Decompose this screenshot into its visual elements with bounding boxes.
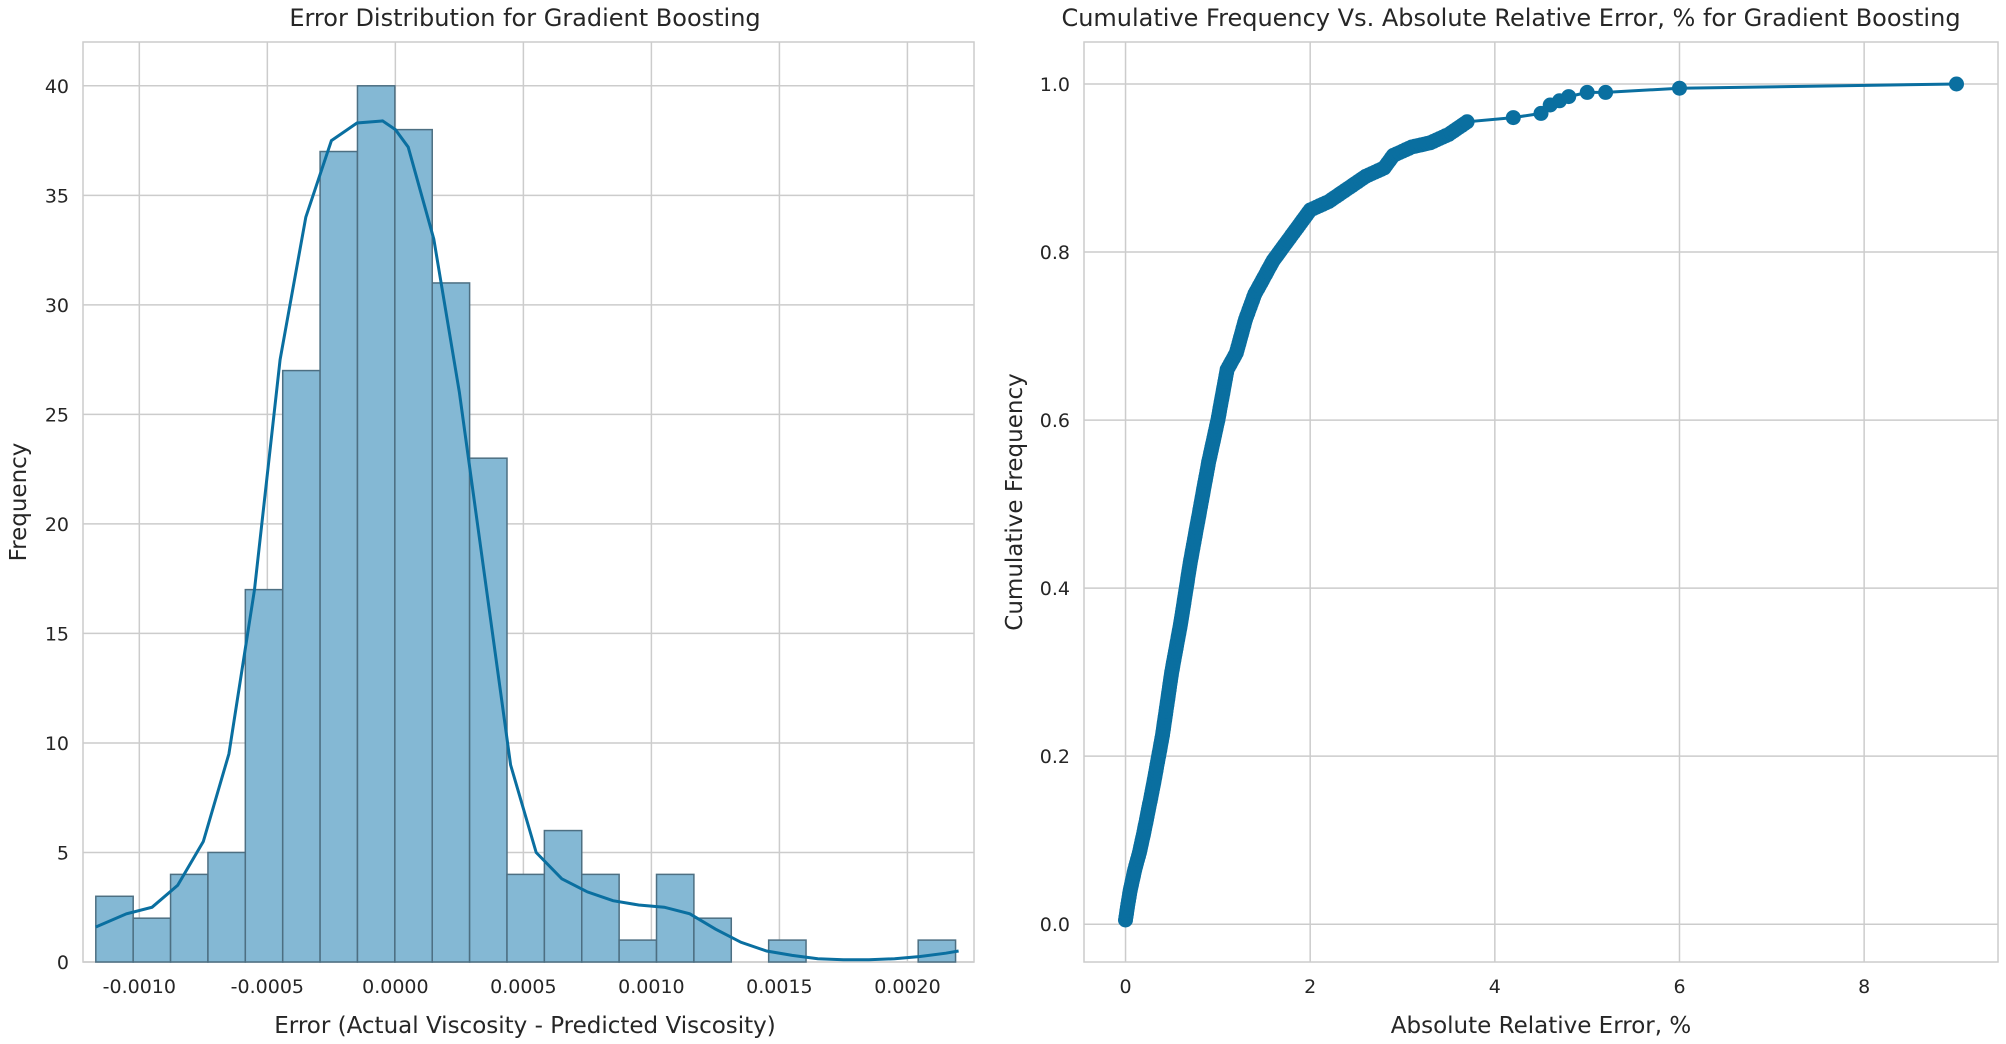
histogram-bar (506, 873, 546, 963)
histogram-bar (169, 873, 209, 963)
histogram-bar (319, 150, 359, 963)
histogram-bar (244, 588, 284, 963)
x-tick-label: 8 (1858, 976, 1870, 998)
histogram-x-axis-label: Error (Actual Viscosity - Predicted Visc… (274, 1013, 776, 1039)
cumulative-point (1561, 89, 1577, 105)
x-tick-label: 0.0020 (874, 976, 940, 998)
y-tick-label: 20 (45, 514, 69, 536)
y-tick-label: 0 (57, 952, 69, 974)
histogram-y-axis-label: Frequency (6, 443, 32, 562)
y-tick-label: 0.2 (1040, 746, 1070, 768)
y-tick-label: 15 (45, 623, 69, 645)
cumulative-point (1598, 84, 1614, 100)
histogram-chart: Error Distribution for Gradient Boosting… (6, 4, 975, 1039)
histogram-title: Error Distribution for Gradient Boosting (289, 4, 760, 32)
x-tick-label: 0.0015 (746, 976, 812, 998)
y-tick-label: 0.6 (1040, 410, 1070, 432)
histogram-bar (693, 917, 733, 963)
y-tick-label: 0.0 (1040, 914, 1070, 936)
y-tick-label: 25 (45, 404, 69, 426)
cumulative-chart: Cumulative Frequency Vs. Absolute Relati… (1002, 4, 1999, 1039)
histogram-bar (281, 369, 321, 963)
histogram-bar (431, 282, 471, 963)
y-tick-label: 1.0 (1040, 74, 1070, 96)
histogram-bar (618, 939, 658, 963)
histogram-bar (132, 917, 172, 963)
y-tick-label: 35 (45, 185, 69, 207)
x-tick-label: 6 (1673, 976, 1685, 998)
histogram-bar (468, 457, 508, 963)
x-tick-label: -0.0005 (231, 976, 304, 998)
histogram-bar (543, 829, 583, 963)
cumulative-x-axis-label: Absolute Relative Error, % (1391, 1013, 1691, 1039)
cumulative-point (1459, 114, 1475, 130)
y-tick-label: 0.8 (1040, 242, 1070, 264)
cumulative-plot-area (1083, 41, 1999, 963)
histogram-bar (207, 851, 247, 963)
x-tick-label: -0.0010 (103, 976, 176, 998)
kde-curve (95, 119, 959, 962)
x-tick-label: 2 (1304, 976, 1316, 998)
cumulative-point (1949, 76, 1964, 92)
y-tick-label: 0.4 (1040, 578, 1070, 600)
cumulative-title: Cumulative Frequency Vs. Absolute Relati… (1061, 4, 1960, 32)
x-tick-label: 0.0005 (490, 976, 556, 998)
x-tick-label: 0.0010 (618, 976, 684, 998)
histogram-bar (581, 873, 620, 963)
x-tick-label: 0.0000 (362, 976, 428, 998)
y-tick-label: 10 (45, 733, 69, 755)
histogram-bar (356, 85, 396, 963)
histogram-bar (95, 895, 134, 963)
histogram-bar (394, 128, 433, 963)
x-tick-label: 0 (1119, 976, 1131, 998)
histogram-bar (655, 873, 695, 963)
y-tick-label: 30 (45, 295, 69, 317)
cumulative-point (1579, 84, 1595, 100)
cumulative-y-axis-label: Cumulative Frequency (1002, 373, 1028, 630)
y-tick-label: 40 (45, 76, 69, 98)
x-tick-label: 4 (1489, 976, 1501, 998)
cumulative-point (1505, 110, 1521, 126)
cumulative-point (1672, 80, 1687, 96)
y-tick-label: 5 (57, 842, 69, 864)
